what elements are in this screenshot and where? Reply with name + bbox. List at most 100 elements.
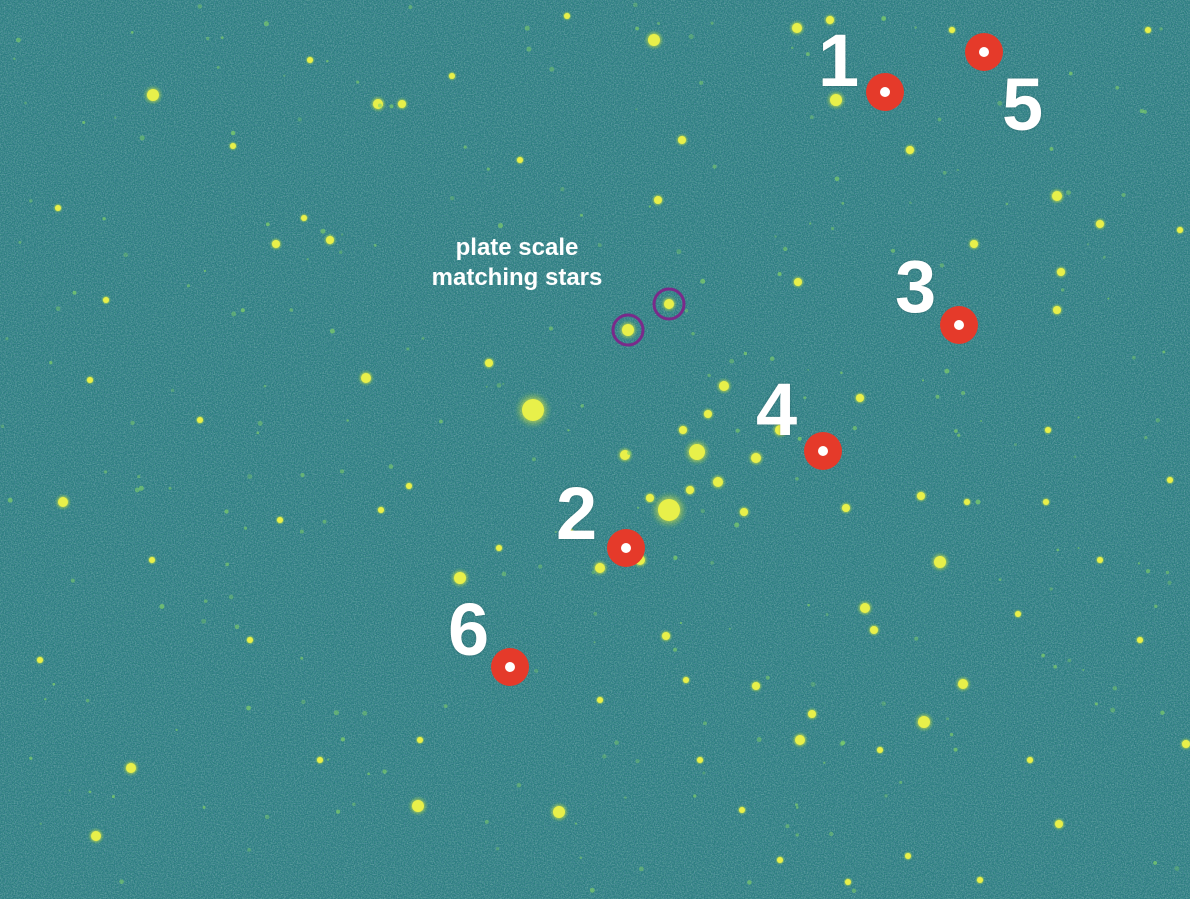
faint-star bbox=[5, 337, 9, 341]
faint-star bbox=[579, 213, 584, 217]
faint-star bbox=[956, 168, 959, 172]
faint-star bbox=[443, 704, 448, 708]
star bbox=[485, 359, 493, 367]
faint-star bbox=[1082, 668, 1085, 671]
faint-star bbox=[449, 196, 455, 201]
faint-star bbox=[7, 497, 13, 503]
star bbox=[517, 157, 523, 163]
faint-star bbox=[998, 578, 1002, 581]
faint-star bbox=[638, 866, 644, 872]
faint-star bbox=[1005, 202, 1009, 206]
faint-star bbox=[356, 80, 360, 84]
faint-star bbox=[1112, 686, 1118, 691]
faint-star bbox=[1153, 860, 1158, 865]
faint-star bbox=[170, 388, 175, 393]
faint-star bbox=[484, 819, 489, 824]
faint-star bbox=[130, 31, 134, 34]
faint-star bbox=[636, 506, 640, 509]
faint-star bbox=[230, 130, 236, 136]
star bbox=[664, 299, 674, 309]
star bbox=[1052, 191, 1062, 201]
faint-star bbox=[246, 705, 251, 711]
faint-star bbox=[579, 856, 583, 860]
faint-star bbox=[389, 104, 394, 109]
faint-star bbox=[1073, 455, 1077, 459]
faint-star bbox=[220, 36, 224, 40]
faint-star bbox=[597, 243, 602, 248]
faint-star bbox=[937, 117, 942, 122]
faint-star bbox=[700, 509, 705, 514]
faint-star bbox=[1159, 27, 1163, 31]
faint-star bbox=[406, 347, 410, 351]
star bbox=[905, 853, 911, 859]
faint-star bbox=[1065, 190, 1072, 196]
faint-star bbox=[890, 248, 896, 253]
faint-star bbox=[676, 249, 682, 255]
faint-star bbox=[602, 754, 607, 759]
star bbox=[307, 57, 313, 63]
faint-star bbox=[29, 199, 33, 203]
faint-star bbox=[216, 65, 220, 69]
star bbox=[567, 529, 573, 535]
star bbox=[412, 800, 424, 812]
faint-star bbox=[975, 499, 981, 505]
faint-star bbox=[1077, 546, 1080, 550]
faint-star bbox=[795, 833, 799, 837]
faint-star bbox=[297, 117, 302, 122]
star bbox=[719, 381, 729, 391]
star bbox=[949, 27, 955, 33]
faint-star bbox=[1107, 297, 1110, 300]
faint-star bbox=[234, 624, 240, 630]
faint-star bbox=[85, 698, 90, 703]
star bbox=[918, 716, 930, 728]
star bbox=[361, 373, 371, 383]
faint-star bbox=[954, 429, 958, 433]
matching-star-circles bbox=[611, 287, 686, 347]
faint-star bbox=[743, 351, 748, 356]
faint-star bbox=[635, 26, 639, 31]
faint-star bbox=[549, 66, 555, 72]
faint-star bbox=[175, 728, 178, 732]
faint-star bbox=[909, 201, 912, 204]
faint-star bbox=[1067, 658, 1072, 663]
faint-star bbox=[840, 371, 843, 375]
faint-star bbox=[949, 732, 954, 737]
star bbox=[870, 626, 878, 634]
faint-star bbox=[574, 822, 577, 825]
faint-star bbox=[635, 108, 638, 111]
star bbox=[679, 426, 687, 434]
faint-star bbox=[756, 737, 762, 742]
marker-label-3: 3 bbox=[895, 245, 937, 328]
faint-star bbox=[55, 306, 61, 311]
faint-star bbox=[1154, 604, 1158, 608]
faint-star bbox=[809, 222, 812, 225]
star bbox=[449, 73, 455, 79]
faint-star bbox=[134, 487, 140, 493]
faint-star bbox=[914, 26, 917, 29]
star bbox=[1043, 499, 1049, 505]
faint-star bbox=[834, 176, 840, 182]
faint-star bbox=[463, 145, 467, 149]
faint-star bbox=[322, 519, 327, 524]
faint-star bbox=[247, 847, 252, 852]
star bbox=[958, 679, 968, 689]
star bbox=[595, 563, 605, 573]
faint-star bbox=[795, 806, 799, 809]
faint-star bbox=[225, 562, 230, 567]
faint-star bbox=[114, 116, 117, 119]
faint-star bbox=[289, 308, 294, 312]
faint-star bbox=[684, 309, 689, 313]
star bbox=[1097, 557, 1103, 563]
marker-3 bbox=[940, 306, 978, 344]
faint-star bbox=[326, 758, 330, 761]
faint-star bbox=[243, 526, 248, 530]
star bbox=[247, 637, 253, 643]
faint-star bbox=[747, 880, 752, 885]
faint-star bbox=[852, 425, 857, 431]
faint-star bbox=[841, 201, 845, 205]
faint-star bbox=[263, 21, 269, 27]
star bbox=[1057, 268, 1065, 276]
faint-star bbox=[388, 464, 394, 469]
faint-star bbox=[346, 419, 349, 422]
faint-star bbox=[438, 419, 443, 424]
